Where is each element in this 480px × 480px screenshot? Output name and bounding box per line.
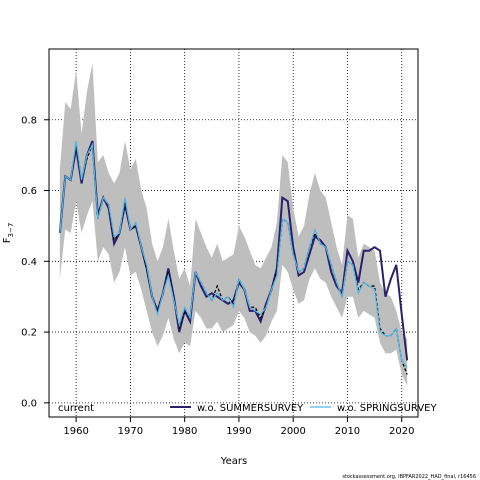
y-axis-title-subscript: 3−7 — [7, 223, 15, 238]
y-tick-label: 0.6 — [21, 186, 37, 197]
x-tick-label: 2010 — [335, 426, 360, 437]
legend-label-w-o-summersurvey: w.o. SUMMERSURVEY — [197, 403, 304, 414]
legend-label-w-o-springsurvey: w.o. SPRINGSURVEY — [337, 403, 437, 414]
x-tick-label: 1960 — [63, 426, 88, 437]
x-tick-label: 2020 — [389, 426, 414, 437]
y-tick-label: 0.2 — [21, 328, 37, 339]
x-tick-label: 1990 — [226, 426, 251, 437]
series-line-w-o-springsurvey — [59, 140, 408, 368]
y-axis-title-main: F — [2, 237, 13, 243]
plot-area-border — [48, 48, 419, 418]
y-axis-title: F3−7 — [2, 223, 15, 244]
x-axis-title: Years — [220, 456, 247, 467]
footnote: stockassessment.org, IBPFAR2022_HAD_fina… — [342, 474, 476, 480]
x-tick-label: 1970 — [118, 426, 143, 437]
legend: current w.o. SUMMERSURVEY w.o. SPRINGSUR… — [58, 403, 437, 414]
y-tick-label: 0.0 — [21, 398, 37, 409]
y-tick-label: 0.4 — [21, 257, 37, 268]
axes: 1960 1970 1980 1990 2000 2010 2020 0.0 0.2 0.4 0.6… — [21, 115, 414, 437]
y-tick-label: 0.8 — [21, 115, 37, 126]
x-tick-label: 1980 — [172, 426, 197, 437]
confidence-band — [59, 63, 408, 386]
series-line-w-o-summersurvey — [58, 140, 409, 361]
x-tick-label: 2000 — [280, 426, 305, 437]
legend-label-current: current — [58, 403, 94, 414]
